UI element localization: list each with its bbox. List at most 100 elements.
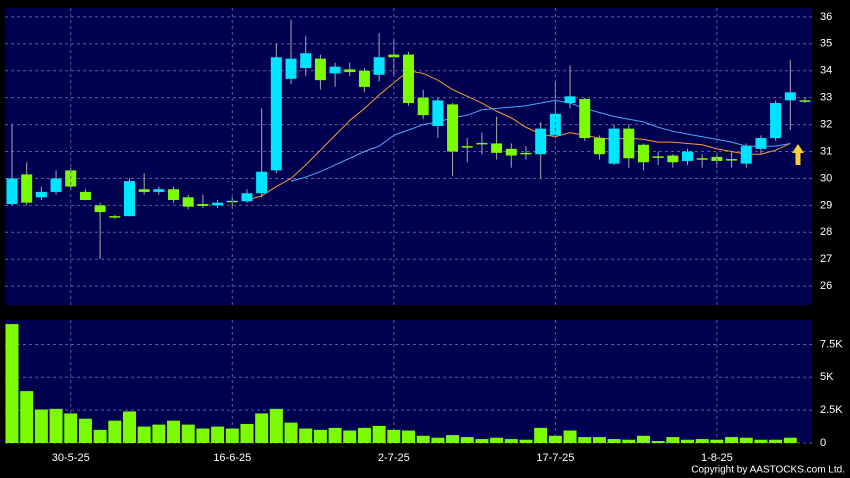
- volume-bar: [269, 408, 283, 443]
- candle-body: [799, 100, 811, 102]
- y-tick-label: 27: [820, 253, 832, 265]
- volume-bar: [64, 413, 78, 443]
- y-tick-label: 34: [820, 65, 832, 77]
- y-tick-label: 5K: [820, 371, 834, 383]
- volume-bar: [357, 427, 371, 443]
- copyright: Copyright by AASTOCKS.com Ltd.: [691, 465, 845, 476]
- volume-bar: [666, 437, 680, 443]
- volume-bar: [534, 427, 548, 443]
- candle-body: [153, 189, 165, 192]
- volume-bar: [446, 435, 460, 443]
- candle-body: [123, 181, 135, 217]
- volume-bar: [592, 437, 606, 443]
- candle-body: [373, 57, 385, 75]
- volume-bar: [416, 435, 430, 443]
- volume-bar: [196, 428, 210, 443]
- candle-body: [682, 151, 694, 161]
- volume-bar: [167, 420, 181, 443]
- y-tick-label: 30: [820, 172, 832, 184]
- volume-bar: [607, 439, 621, 443]
- candle-body: [109, 216, 121, 218]
- candle-body: [770, 103, 782, 139]
- candle-body: [212, 202, 224, 206]
- y-tick-label: 28: [820, 226, 832, 238]
- y-tick-label: 2.5K: [820, 404, 843, 416]
- candle-body: [138, 189, 150, 192]
- volume-bar: [49, 408, 63, 443]
- volume-bar: [475, 439, 489, 443]
- volume-bar: [504, 439, 518, 443]
- candle-body: [358, 70, 370, 87]
- candle-body: [623, 128, 635, 159]
- candle-body: [344, 69, 356, 73]
- volume-bar: [725, 437, 739, 443]
- volume-bar: [343, 430, 357, 443]
- volume-bar: [578, 437, 592, 443]
- y-tick-label: 32: [820, 118, 832, 130]
- volume-bar: [5, 324, 19, 443]
- candle-body: [270, 57, 282, 171]
- candle-body: [476, 142, 488, 145]
- y-tick-label: 29: [820, 199, 832, 211]
- candle-body: [579, 99, 591, 139]
- candle-body: [35, 191, 47, 198]
- y-tick-label: 0: [820, 437, 826, 449]
- candle-body: [564, 96, 576, 104]
- candle-body: [417, 97, 429, 116]
- volume-bar: [431, 437, 445, 443]
- candle-body: [50, 178, 62, 192]
- candle-body: [520, 152, 532, 155]
- candle-body: [241, 193, 253, 202]
- candle-body: [94, 205, 106, 213]
- y-tick-label: 31: [820, 145, 832, 157]
- volume-bar: [34, 409, 48, 443]
- candle-body: [300, 53, 312, 69]
- candle-body: [535, 128, 547, 155]
- volume-bar: [622, 439, 636, 443]
- candle-body: [726, 159, 738, 161]
- volume-bar: [783, 437, 797, 443]
- candle-body: [784, 92, 796, 101]
- candle-body: [79, 191, 91, 200]
- volume-bar: [328, 427, 342, 443]
- candle-body: [652, 156, 664, 158]
- candle-body: [285, 58, 297, 79]
- candle-body: [432, 100, 444, 126]
- volume-bar: [695, 439, 709, 443]
- candle-body: [447, 104, 459, 152]
- volume-bar: [122, 411, 136, 443]
- volume-bar: [152, 424, 166, 443]
- volume-bar: [108, 420, 122, 443]
- volume-bar: [387, 429, 401, 443]
- volume-bar: [225, 428, 239, 443]
- volume-bar: [710, 439, 724, 443]
- volume-bar: [739, 437, 753, 443]
- candle-body: [329, 66, 341, 74]
- volume-bar: [211, 426, 225, 443]
- volume-bar: [460, 437, 474, 443]
- volume-bar: [681, 439, 695, 443]
- arrow-icon: [792, 144, 804, 165]
- volume-bar: [181, 424, 195, 443]
- volume-panel: [5, 320, 812, 443]
- x-tick-label: 17-7-25: [536, 452, 574, 464]
- candle-body: [696, 158, 708, 160]
- candle-body: [6, 178, 18, 205]
- y-tick-label: 35: [820, 38, 832, 50]
- volume-bar: [402, 430, 415, 443]
- y-tick-label: 36: [820, 11, 832, 23]
- volume-bar: [313, 429, 327, 443]
- moving-average-line: [290, 99, 791, 182]
- x-tick-label: 30-5-25: [52, 452, 90, 464]
- candle-body: [755, 138, 767, 149]
- volume-bar: [636, 435, 650, 443]
- candle-body: [491, 143, 503, 153]
- candle-body: [505, 148, 517, 156]
- volume-bar: [284, 422, 298, 443]
- candle-body: [256, 171, 268, 194]
- volume-bar: [20, 391, 34, 443]
- volume-bar: [548, 435, 562, 443]
- candle-body: [667, 155, 679, 163]
- y-tick-label: 7.5K: [820, 338, 843, 350]
